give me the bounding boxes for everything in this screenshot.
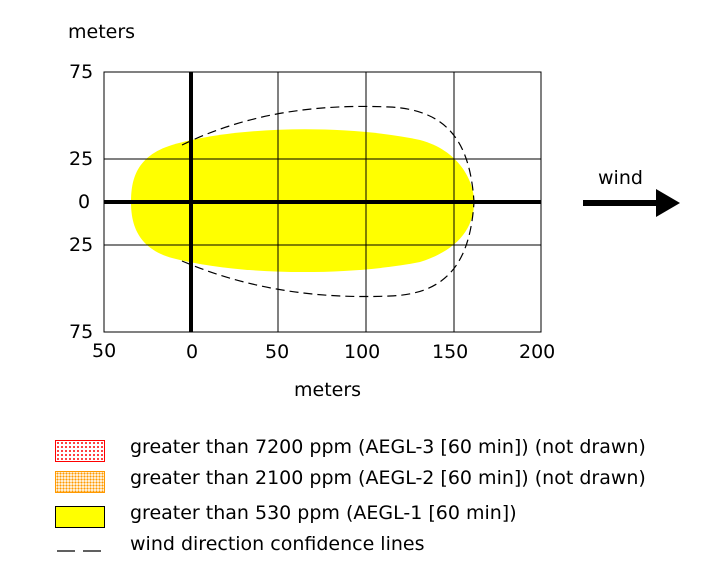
legend-item-aegl2: greater than 2100 ppm (AEGL-2 [60 min]) … — [55, 467, 720, 493]
yellow-swatch-icon — [55, 506, 105, 528]
x-tick-label: 200 — [519, 341, 556, 363]
legend-item-aegl3: greater than 7200 ppm (AEGL-3 [60 min]) … — [55, 436, 720, 462]
confidence-line-lower — [181, 201, 475, 298]
red-dotted-swatch-icon — [55, 440, 105, 462]
y-tick-label: 25 — [69, 234, 94, 256]
x-tick-label: 50 — [265, 341, 290, 363]
dashed-line-swatch-icon — [57, 550, 103, 552]
x-tick-label: 50 — [92, 340, 117, 362]
y-tick-label: 75 — [69, 61, 94, 83]
legend-label: greater than 7200 ppm (AEGL-3 [60 min]) … — [130, 436, 646, 458]
confidence-line-upper — [181, 105, 475, 203]
x-axis-unit-label: meters — [294, 379, 362, 401]
legend-label: greater than 530 ppm (AEGL-1 [60 min]) — [130, 502, 517, 524]
wind-arrow-icon — [583, 189, 680, 217]
orange-dotted-swatch-icon — [55, 471, 105, 493]
x-tick-label: 0 — [186, 341, 199, 363]
y-tick-label: 25 — [69, 148, 94, 170]
legend-label: wind direction confidence lines — [130, 533, 425, 555]
y-tick-label: 75 — [69, 321, 94, 343]
x-tick-label: 150 — [432, 341, 469, 363]
y-tick-label: 0 — [78, 191, 91, 213]
legend-label: greater than 2100 ppm (AEGL-2 [60 min]) … — [130, 467, 646, 489]
y-axis-unit-label: meters — [68, 21, 136, 43]
wind-label: wind — [598, 167, 643, 189]
legend-item-confidence-lines: wind direction confidence lines — [55, 533, 720, 559]
x-tick-label: 100 — [344, 341, 381, 363]
legend-item-aegl1: greater than 530 ppm (AEGL-1 [60 min]) — [55, 502, 720, 528]
